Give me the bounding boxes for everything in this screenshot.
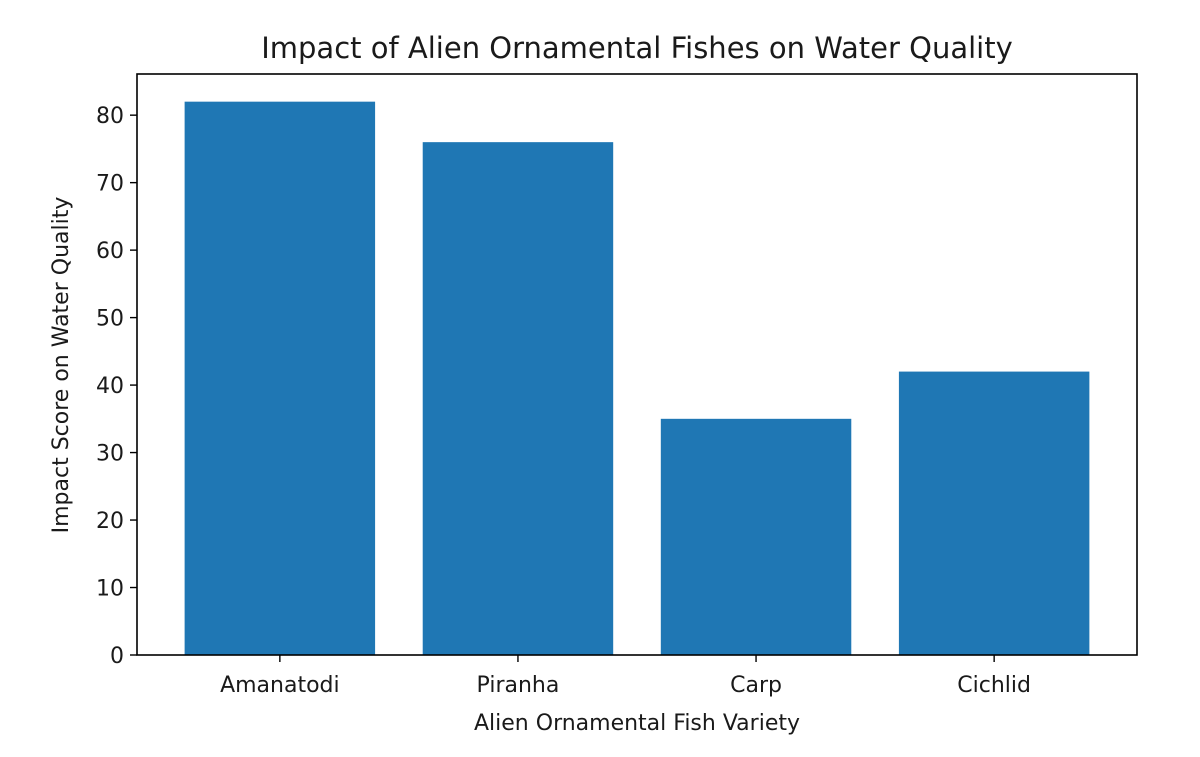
- bars-layer: [184, 101, 1090, 655]
- x-tick-label: Carp: [730, 673, 782, 698]
- bar-cichlid: [898, 371, 1090, 655]
- bar-piranha: [422, 142, 614, 655]
- y-tick-label: 30: [96, 442, 124, 467]
- y-axis-label: Impact Score on Water Quality: [49, 197, 74, 534]
- y-tick-label: 0: [110, 644, 124, 669]
- x-tick-label: Piranha: [477, 673, 560, 698]
- y-tick-label: 40: [96, 374, 124, 399]
- y-tick-label: 70: [96, 172, 124, 197]
- x-tick-label: Amanatodi: [220, 673, 340, 698]
- y-tick-label: 10: [96, 577, 124, 602]
- x-axis-label: Alien Ornamental Fish Variety: [474, 711, 800, 736]
- y-tick-label: 20: [96, 509, 124, 534]
- bar-carp: [660, 418, 852, 655]
- x-tick-label: Cichlid: [957, 673, 1031, 698]
- bar-amanatodi: [184, 101, 376, 655]
- x-axis-ticks: Amanatodi Piranha Carp Cichlid: [220, 655, 1031, 698]
- y-tick-label: 50: [96, 307, 124, 332]
- y-tick-label: 60: [96, 239, 124, 264]
- y-tick-label: 80: [96, 104, 124, 129]
- y-axis-ticks: 0 10 20 30 40 50 60 70 80: [96, 104, 137, 669]
- plot-frame: [136, 73, 1138, 656]
- chart-title: Impact of Alien Ornamental Fishes on Wat…: [261, 31, 1013, 65]
